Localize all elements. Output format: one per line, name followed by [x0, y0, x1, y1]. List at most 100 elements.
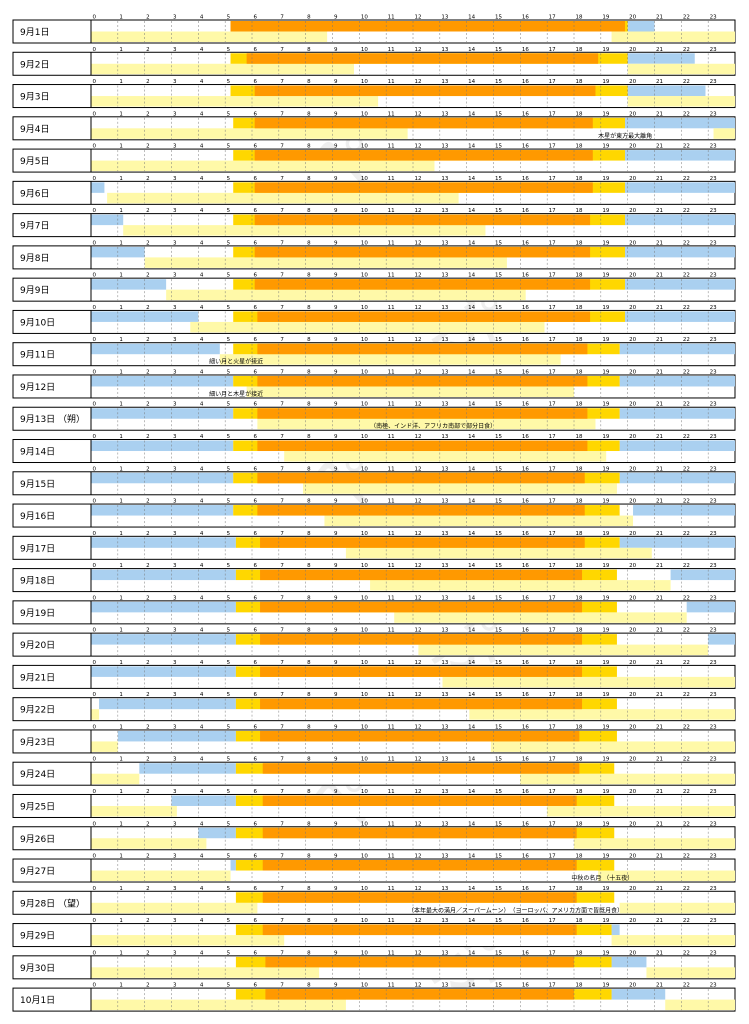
hour-tick-label: 23 [710, 531, 717, 537]
hour-tick-label: 18 [576, 983, 583, 989]
hour-tick-label: 2 [146, 595, 150, 601]
hour-tick-label: 0 [93, 757, 97, 763]
hour-tick-label: 20 [629, 692, 636, 698]
daylight-bar [260, 569, 583, 581]
day-row: 0 1 2 3 4 5 6 7 8 9 10 11 12 13 14 15 16 17 18 19 20 21 22 239月… [12, 660, 736, 689]
hour-tick-label: 2 [146, 983, 150, 989]
hour-tick-label: 19 [602, 208, 609, 214]
daylight-bar [257, 472, 585, 484]
hour-tick-label: 12 [415, 950, 422, 956]
hour-tick-label: 5 [227, 176, 231, 182]
hour-tick-label: 15 [495, 660, 502, 666]
hour-tick-label: 4 [200, 369, 204, 375]
hour-tick-label: 0 [93, 789, 97, 795]
hour-tick-label: 13 [441, 499, 448, 505]
hour-tick-label: 23 [710, 176, 717, 182]
hour-tick-label: 11 [388, 757, 395, 763]
night-bar [91, 634, 236, 645]
hour-tick-label: 8 [307, 789, 311, 795]
hour-tick-label: 10 [361, 79, 368, 85]
daylight-bar [265, 989, 574, 1000]
night-bar [91, 214, 124, 226]
hour-tick-label: 20 [629, 499, 636, 505]
hour-tick-label: 17 [549, 724, 556, 730]
hour-tick-label: 8 [307, 208, 311, 214]
hour-tick-label: 13 [441, 628, 448, 634]
hour-tick-label: 20 [629, 724, 636, 730]
night-bar [91, 408, 234, 419]
hour-tick-label: 6 [254, 789, 258, 795]
hour-tick-label: 2 [146, 854, 150, 860]
hour-tick-label: 14 [468, 402, 475, 408]
night-bar [708, 634, 735, 645]
hour-tick-label: 13 [441, 950, 448, 956]
hour-tick-label: 22 [683, 821, 690, 827]
hour-tick-label: 21 [656, 660, 663, 666]
hour-tick-label: 4 [200, 595, 204, 601]
hour-tick-label: 22 [683, 950, 690, 956]
hour-tick-label: 2 [146, 305, 150, 311]
hour-tick-label: 22 [683, 789, 690, 795]
hour-tick-label: 17 [549, 757, 556, 763]
hour-tick-label: 13 [441, 369, 448, 375]
day-label: 9月10日 [20, 317, 55, 328]
hour-tick-label: 2 [146, 692, 150, 698]
daylight-bar [257, 408, 588, 419]
hour-tick-label: 8 [307, 176, 311, 182]
hour-tick-label: 23 [710, 628, 717, 634]
hour-tick-label: 19 [602, 628, 609, 634]
night-bar [171, 795, 236, 806]
hour-tick-label: 15 [495, 208, 502, 214]
moon-bar [611, 935, 735, 946]
hour-tick-label: 7 [280, 950, 284, 956]
hour-tick-label: 9 [334, 595, 338, 601]
hour-tick-label: 4 [200, 47, 204, 53]
hour-tick-label: 10 [361, 563, 368, 569]
hour-tick-label: 8 [307, 821, 311, 827]
hour-tick-label: 20 [629, 240, 636, 246]
hour-tick-label: 23 [710, 144, 717, 150]
hour-tick-label: 11 [388, 79, 395, 85]
hour-tick-label: 13 [441, 79, 448, 85]
hour-tick-label: 14 [468, 595, 475, 601]
hour-tick-label: 0 [93, 499, 97, 505]
moon-bar [646, 967, 735, 978]
moon-bar [91, 709, 100, 720]
hour-tick-label: 6 [254, 402, 258, 408]
hour-tick-label: 9 [334, 47, 338, 53]
hour-tick-label: 9 [334, 821, 338, 827]
hour-tick-label: 10 [361, 724, 368, 730]
hour-tick-label: 3 [173, 273, 177, 279]
hour-tick-label: 23 [710, 886, 717, 892]
hour-tick-label: 22 [683, 595, 690, 601]
hour-tick-label: 7 [280, 692, 284, 698]
hour-tick-label: 13 [441, 724, 448, 730]
hour-tick-label: 7 [280, 886, 284, 892]
hour-tick-label: 11 [388, 595, 395, 601]
hour-tick-label: 2 [146, 563, 150, 569]
hour-tick-label: 18 [576, 402, 583, 408]
hour-tick-label: 10 [361, 402, 368, 408]
hour-tick-label: 13 [441, 273, 448, 279]
hour-tick-label: 12 [415, 821, 422, 827]
hour-tick-label: 19 [602, 240, 609, 246]
hour-tick-label: 7 [280, 273, 284, 279]
hour-tick-label: 9 [334, 208, 338, 214]
hour-tick-label: 16 [522, 757, 529, 763]
hour-tick-label: 12 [415, 789, 422, 795]
hour-tick-label: 15 [495, 402, 502, 408]
hour-tick-label: 3 [173, 724, 177, 730]
hour-tick-label: 18 [576, 111, 583, 117]
hour-tick-label: 11 [388, 434, 395, 440]
hour-tick-label: 18 [576, 789, 583, 795]
hour-tick-label: 14 [468, 757, 475, 763]
hour-tick-label: 11 [388, 724, 395, 730]
hour-tick-label: 14 [468, 434, 475, 440]
hour-tick-label: 9 [334, 273, 338, 279]
moon-bar [665, 999, 735, 1011]
hour-tick-label: 9 [334, 854, 338, 860]
hour-tick-label: 4 [200, 79, 204, 85]
hour-tick-label: 1 [119, 886, 123, 892]
hour-tick-label: 6 [254, 144, 258, 150]
